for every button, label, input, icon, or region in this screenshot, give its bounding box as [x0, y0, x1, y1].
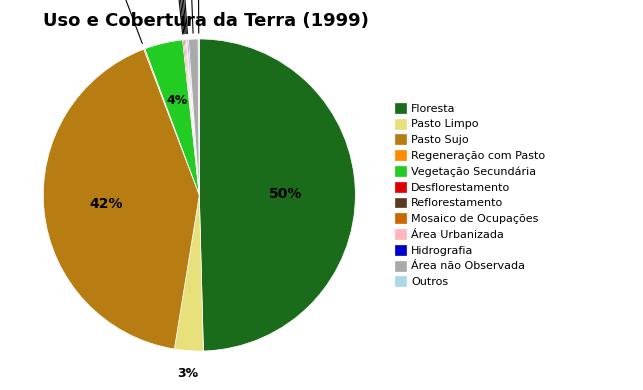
Text: 0%: 0% — [169, 0, 188, 34]
Wedge shape — [188, 39, 199, 195]
Wedge shape — [187, 39, 199, 195]
Text: 0%: 0% — [166, 0, 185, 34]
Wedge shape — [174, 195, 203, 351]
Wedge shape — [198, 39, 199, 195]
Wedge shape — [186, 39, 199, 195]
Text: 0%: 0% — [173, 0, 192, 34]
Wedge shape — [43, 49, 199, 349]
Text: 3%: 3% — [177, 367, 198, 381]
Text: 42%: 42% — [89, 197, 123, 211]
Wedge shape — [183, 40, 199, 195]
Text: 0%: 0% — [168, 0, 186, 34]
Text: 0%: 0% — [107, 0, 142, 44]
Legend: Floresta, Pasto Limpo, Pasto Sujo, Regeneração com Pasto, Vegetação Secundária, : Floresta, Pasto Limpo, Pasto Sujo, Regen… — [392, 99, 549, 291]
Text: 4%: 4% — [167, 94, 188, 107]
Text: Uso e Cobertura da Terra (1999): Uso e Cobertura da Terra (1999) — [43, 12, 368, 30]
Text: 50%: 50% — [268, 187, 302, 201]
Wedge shape — [144, 49, 199, 195]
Wedge shape — [199, 39, 356, 351]
Wedge shape — [145, 40, 199, 195]
Wedge shape — [184, 40, 199, 195]
Text: 0%: 0% — [189, 0, 208, 33]
Text: 1%: 1% — [181, 0, 200, 33]
Text: 0%: 0% — [171, 0, 190, 34]
Wedge shape — [185, 39, 199, 195]
